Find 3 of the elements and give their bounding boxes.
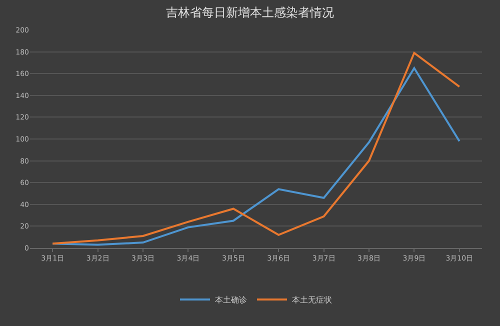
legend-label: 本土确诊 (215, 296, 247, 305)
legend-label: 本土无症状 (292, 296, 332, 305)
chart-title: 吉林省每日新增本土感染者情况 (166, 6, 334, 20)
